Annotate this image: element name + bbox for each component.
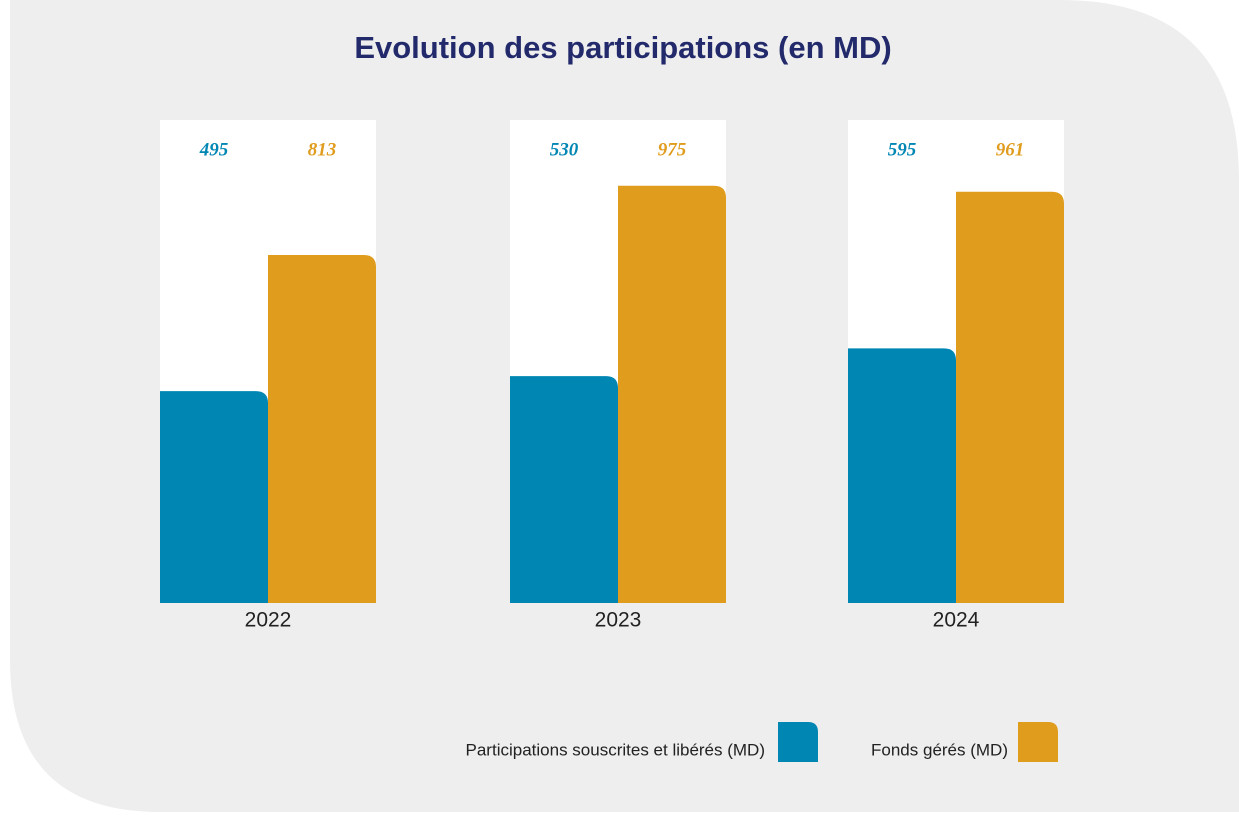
legend-swatch [1018,722,1058,762]
x-tick-label: 2023 [595,609,642,632]
bar [268,255,376,603]
x-tick-label: 2024 [933,609,980,632]
x-tick-label: 2022 [245,609,292,632]
chart-title: Evolution des participations (en MD) [354,30,891,65]
value-label: 975 [658,139,687,160]
bar [848,348,956,603]
value-label: 595 [888,139,917,160]
value-label: 813 [308,139,337,160]
bar [510,376,618,603]
bar [956,191,1064,603]
legend-label: Participations souscrites et libérés (MD… [466,740,765,759]
value-label: 961 [996,139,1025,160]
value-label: 530 [550,139,579,160]
legend-swatch [778,722,818,762]
bar [618,185,726,603]
value-label: 495 [199,139,229,160]
legend-label: Fonds gérés (MD) [871,740,1008,759]
bar [160,391,268,603]
